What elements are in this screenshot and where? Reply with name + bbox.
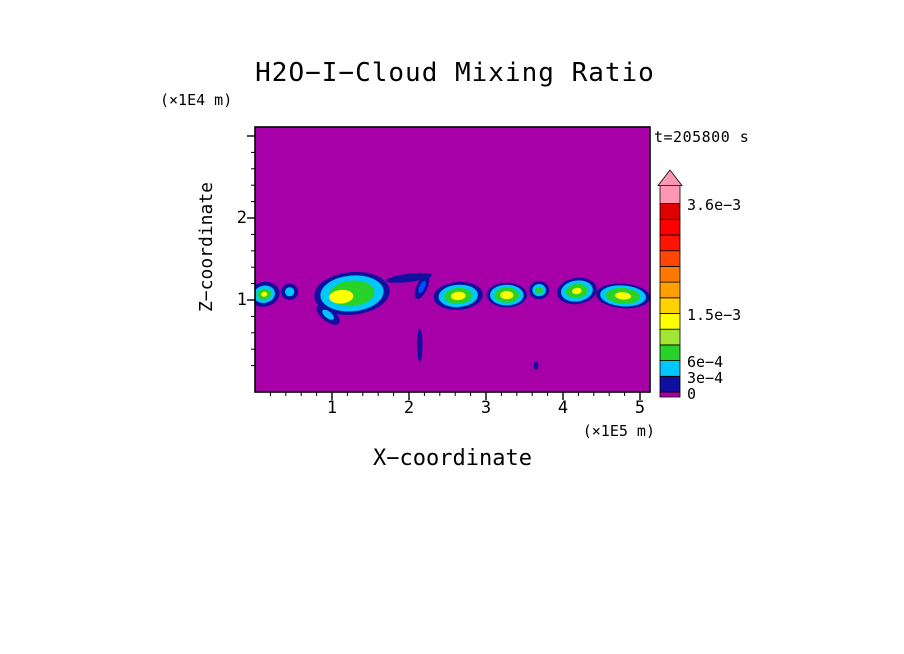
colorbar-tick-label: 0 <box>687 385 697 403</box>
colorbar-zero-band <box>659 391 681 398</box>
axis-ticks <box>247 135 641 400</box>
colorbar-band <box>659 297 681 314</box>
colorbar-band <box>659 360 681 377</box>
cloud-blob <box>316 304 340 325</box>
colorbar-tick-label: 1.5e−3 <box>687 306 742 324</box>
colorbar-overflow-arrow <box>657 169 683 187</box>
colorbar-tick-label: 6e−4 <box>687 353 724 371</box>
colorbar-overflow-band <box>659 185 681 205</box>
colorbar-band <box>659 218 681 236</box>
z-axis-units: (×1E4 m) <box>160 91 233 109</box>
colorbar-band <box>659 375 681 393</box>
cloud-blob <box>556 277 597 305</box>
x-tick-label: 2 <box>403 398 415 418</box>
cloud-blob <box>417 328 423 362</box>
colorbar-band <box>659 265 681 283</box>
x-axis-units: (×1E5 m) <box>582 422 655 440</box>
plot-border <box>254 126 651 393</box>
z-tick-label: 1 <box>236 290 247 310</box>
cloud-blob <box>386 272 432 283</box>
x-tick-label: 1 <box>326 398 338 418</box>
x-axis-title: X−coordinate <box>373 446 532 471</box>
cloud-blob <box>529 281 550 300</box>
plot-background <box>255 127 650 392</box>
cloud-blob <box>255 281 280 307</box>
colorbar-band <box>659 281 681 299</box>
cloud-blob <box>414 274 430 299</box>
colorbar-band <box>659 234 681 252</box>
z-axis-title: Z−coordinate <box>196 181 217 313</box>
colorbar-band <box>659 344 681 361</box>
x-tick-label: 4 <box>557 398 569 418</box>
chart-title: H2O−I−Cloud Mixing Ratio <box>255 58 655 88</box>
colorbar <box>657 169 683 398</box>
cloud-blob <box>533 361 539 370</box>
colorbar-band <box>659 328 681 346</box>
x-tick-label: 5 <box>634 398 646 418</box>
cloud-field <box>255 271 650 370</box>
x-tick-label: 3 <box>480 398 492 418</box>
cloud-blob <box>314 271 390 315</box>
cloud-blob <box>486 282 527 308</box>
cloud-blob <box>596 283 650 309</box>
cloud-blob <box>433 281 483 310</box>
colorbar-band <box>659 250 681 267</box>
colorbar-tick-label: 3.6e−3 <box>687 196 742 214</box>
colorbar-tick-label: 3e−4 <box>687 369 724 387</box>
cloud-blob <box>281 283 299 300</box>
time-annotation: t=205800 s <box>654 128 750 146</box>
z-tick-label: 2 <box>236 208 247 228</box>
colorbar-band <box>659 203 681 220</box>
colorbar-band <box>659 313 681 330</box>
